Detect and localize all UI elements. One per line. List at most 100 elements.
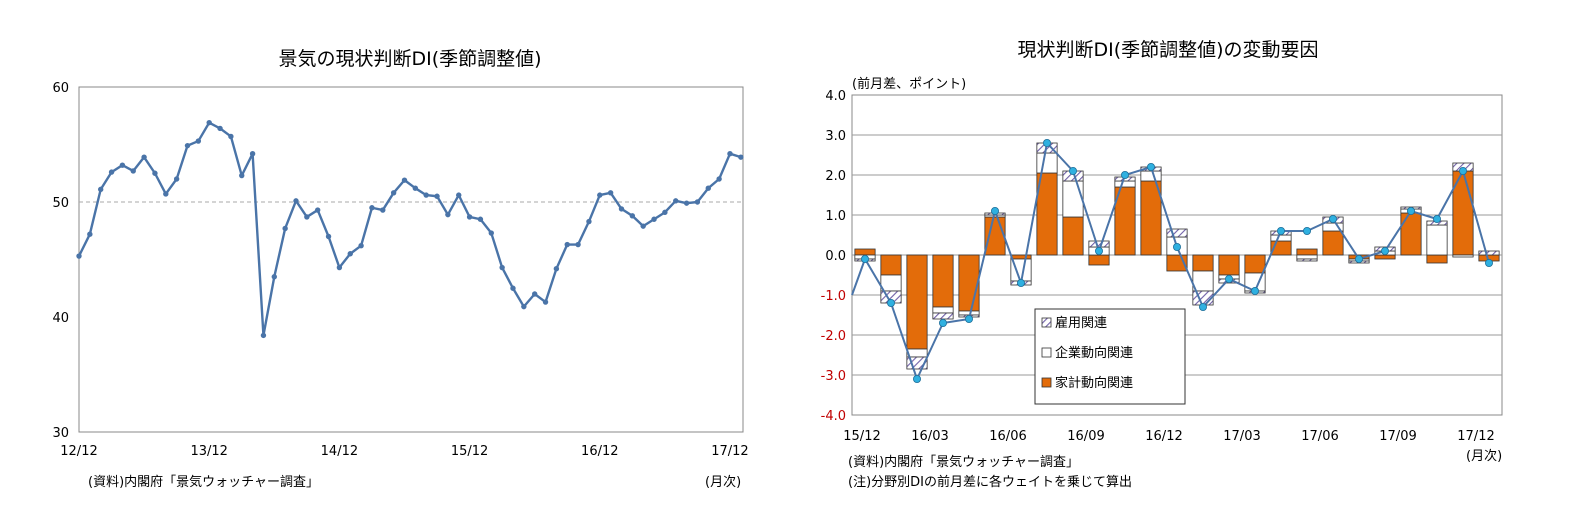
right-y-unit-label: (前月差、ポイント) (852, 76, 966, 92)
left-plot-area (78, 86, 744, 433)
bar-corporate (1036, 152, 1058, 174)
y-tick-label: 50 (52, 196, 69, 211)
legend-swatch-corporate (1041, 347, 1052, 358)
di-point (97, 186, 104, 193)
di-point (466, 214, 473, 220)
di-point (163, 191, 169, 197)
bar-corporate (1296, 254, 1318, 260)
bar-corporate (1140, 170, 1162, 182)
di-point (542, 299, 549, 305)
di-point (705, 185, 711, 191)
total-point (1173, 242, 1182, 251)
di-point (412, 185, 419, 191)
total-point (1277, 226, 1286, 235)
di-point (390, 190, 397, 196)
di-point (195, 138, 202, 144)
x-tick-label: 12/12 (60, 444, 97, 459)
bar-household (1374, 254, 1396, 260)
y-tick-label: 60 (52, 81, 69, 96)
di-point (456, 192, 462, 198)
legend-label-household: 家計動向関連 (1055, 375, 1133, 391)
total-point (1407, 206, 1416, 215)
total-point (1121, 170, 1130, 179)
di-point (673, 198, 679, 204)
y-tick-label: -1.0 (821, 289, 846, 304)
x-tick-label: 14/12 (321, 444, 358, 459)
di-point (152, 170, 158, 176)
di-point (607, 190, 614, 196)
bar-corporate (1270, 234, 1292, 242)
bar-corporate (1452, 254, 1474, 258)
legend-swatch-employment (1041, 317, 1052, 328)
left-unit-label: (月次) (705, 474, 741, 490)
bar-household (1140, 180, 1162, 256)
left-chart: 景気の現状判断DI(季節調整値) 30 40 50 60 12/12 13/12 14/1… (52, 48, 748, 490)
y-tick-label: -3.0 (821, 369, 846, 384)
right-source-note: (資料)内閣府「景気ウォッチャー調査」 (848, 454, 1079, 470)
total-point (1433, 214, 1442, 223)
di-point (586, 218, 592, 225)
bar-corporate (932, 306, 954, 314)
x-tick-label: 13/12 (190, 444, 227, 459)
total-point (1329, 214, 1338, 223)
y-tick-label: 30 (52, 426, 69, 441)
di-point (597, 192, 603, 198)
di-point (293, 198, 299, 204)
x-tick-label: 17/06 (1301, 429, 1338, 444)
bar-employment (932, 312, 954, 320)
di-point (683, 200, 690, 206)
di-point (727, 151, 733, 157)
di-point (141, 154, 147, 160)
bar-employment (1296, 258, 1318, 262)
total-point (1043, 138, 1052, 147)
bar-employment (1088, 240, 1110, 248)
total-point (1069, 166, 1078, 175)
left-source-note: (資料)内閣府「景気ウォッチャー調査」 (88, 474, 319, 490)
di-point (260, 332, 267, 339)
di-point (282, 225, 288, 232)
total-point (1095, 246, 1104, 255)
x-tick-label: 16/03 (911, 429, 948, 444)
total-point (887, 298, 896, 307)
x-tick-label: 15/12 (451, 444, 488, 459)
bar-household (1088, 254, 1110, 266)
di-point (87, 231, 93, 237)
total-point (1147, 162, 1156, 171)
di-point (531, 291, 538, 297)
total-point (1381, 246, 1390, 255)
x-tick-label: 16/12 (1145, 429, 1182, 444)
total-point (1251, 286, 1260, 295)
x-tick-label: 16/09 (1067, 429, 1104, 444)
y-tick-label: 2.0 (825, 169, 846, 184)
di-point (694, 199, 701, 205)
bar-employment (1478, 250, 1500, 256)
total-point (861, 254, 870, 263)
total-line (851, 140, 1490, 382)
right-chart: 現状判断DI(季節調整値)の変動要因 (前月差、ポイント) -4.0 -3.0 -2… (821, 39, 1503, 490)
x-tick-label: 17/09 (1379, 429, 1416, 444)
di-point (184, 142, 191, 149)
bar-household (1244, 254, 1266, 274)
di-point (510, 285, 516, 291)
y-tick-label: -2.0 (821, 329, 846, 344)
bar-household (1010, 254, 1032, 260)
di-point (76, 253, 82, 259)
di-point (716, 176, 722, 182)
di-point (380, 207, 386, 213)
di-point (173, 176, 180, 182)
x-tick-label: 16/06 (989, 429, 1026, 444)
di-point (325, 233, 332, 240)
bar-corporate (1114, 180, 1136, 188)
di-point (249, 151, 256, 157)
di-point (640, 223, 646, 229)
x-tick-label: 17/12 (1457, 429, 1494, 444)
legend-label-employment: 雇用関連 (1055, 315, 1107, 331)
y-tick-label: 0.0 (825, 249, 846, 264)
di-point (629, 213, 636, 219)
x-tick-label: 17/03 (1223, 429, 1260, 444)
total-point (1017, 278, 1026, 287)
bar-household (1322, 230, 1344, 256)
total-point (1303, 226, 1312, 235)
di-point (423, 192, 429, 198)
legend-label-corporate: 企業動向関連 (1055, 345, 1133, 361)
